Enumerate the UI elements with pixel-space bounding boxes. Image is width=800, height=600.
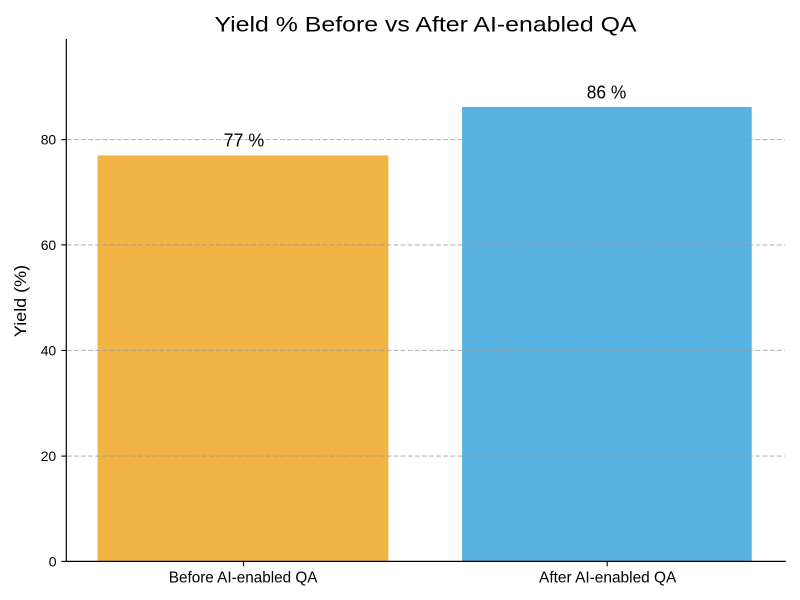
svg-text:After AI-enabled QA: After AI-enabled QA [539,570,677,587]
svg-text:60: 60 [41,237,57,253]
svg-text:Yield (%): Yield (%) [11,265,30,337]
svg-text:80: 80 [41,132,57,148]
svg-text:77 %: 77 % [224,131,265,151]
svg-text:40: 40 [41,342,57,358]
svg-text:Before AI-enabled QA: Before AI-enabled QA [169,570,318,587]
svg-text:Yield % Before vs After AI-ena: Yield % Before vs After AI-enabled QA [215,13,638,37]
svg-text:86 %: 86 % [587,83,626,103]
svg-text:0: 0 [49,553,57,569]
svg-text:20: 20 [41,448,57,464]
